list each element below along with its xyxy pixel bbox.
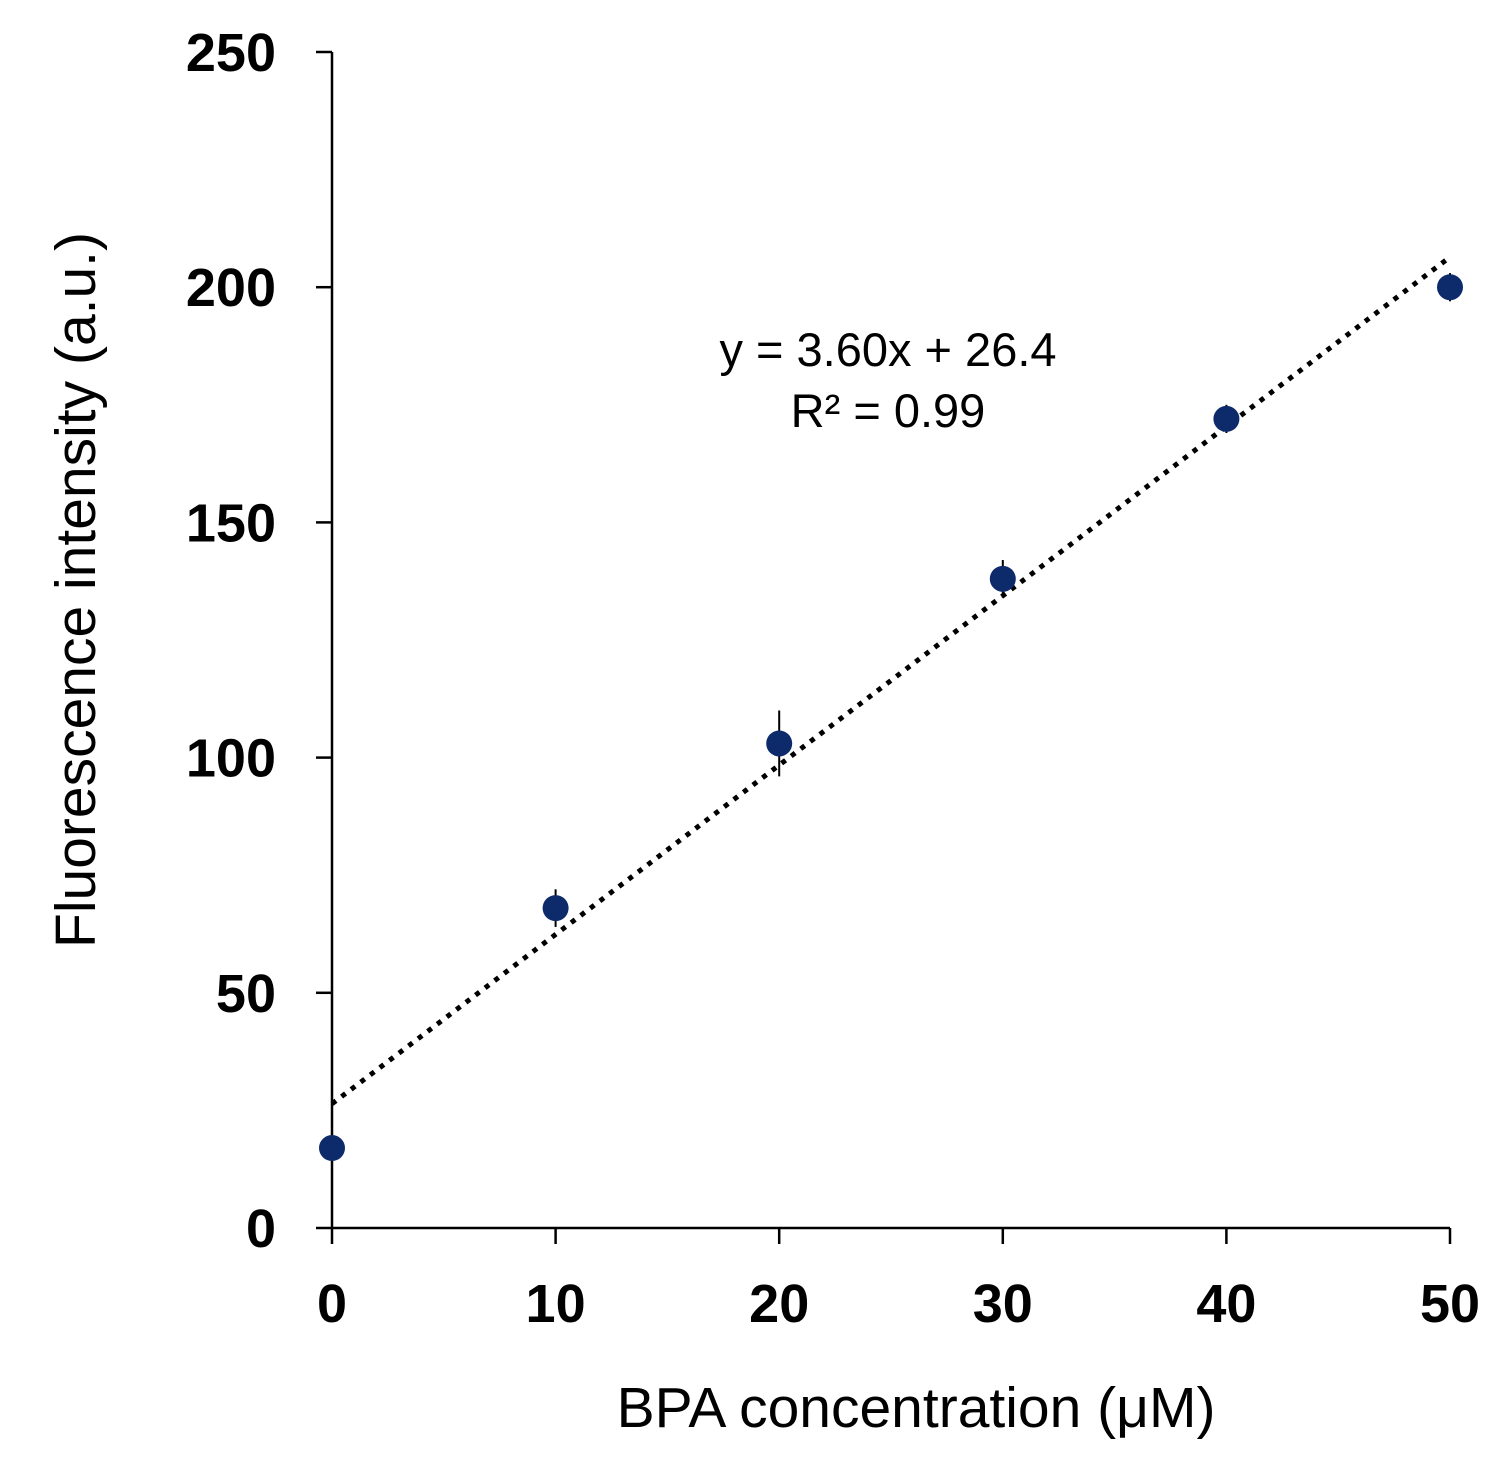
y-tick-label: 200 [186, 258, 276, 318]
x-tick-label: 10 [526, 1274, 586, 1334]
x-tick-label: 30 [973, 1274, 1033, 1334]
y-tick-label: 50 [216, 964, 276, 1024]
trendline-equation: y = 3.60x + 26.4 [719, 323, 1056, 376]
y-tick-label: 250 [186, 23, 276, 83]
x-tick-label: 50 [1420, 1274, 1480, 1334]
y-tick-label: 150 [186, 493, 276, 553]
y-tick-label: 100 [186, 729, 276, 789]
x-tick-label: 20 [749, 1274, 809, 1334]
data-point [542, 895, 569, 922]
y-axis-title: Fluorescence intensity (a.u.) [44, 232, 108, 948]
x-tick-label: 40 [1196, 1274, 1256, 1334]
axes [330, 52, 1450, 1230]
y-axis-ticks: 0 50 100 150 200 250 [186, 23, 332, 1259]
trendline-r-squared: R² = 0.99 [791, 384, 986, 437]
data-point [1213, 405, 1240, 432]
data-point [319, 1135, 345, 1162]
data-points [319, 273, 1463, 1162]
x-axis-title: BPA concentration (μM) [617, 1376, 1216, 1440]
trendline-group [330, 255, 1452, 1106]
x-tick-label: 0 [317, 1274, 347, 1334]
data-point [989, 565, 1016, 592]
x-axis-ticks: 0 10 20 30 40 50 [317, 1228, 1480, 1334]
data-point [766, 730, 793, 757]
trendline [330, 255, 1452, 1106]
data-point [1437, 274, 1463, 301]
y-tick-label: 0 [246, 1199, 276, 1259]
